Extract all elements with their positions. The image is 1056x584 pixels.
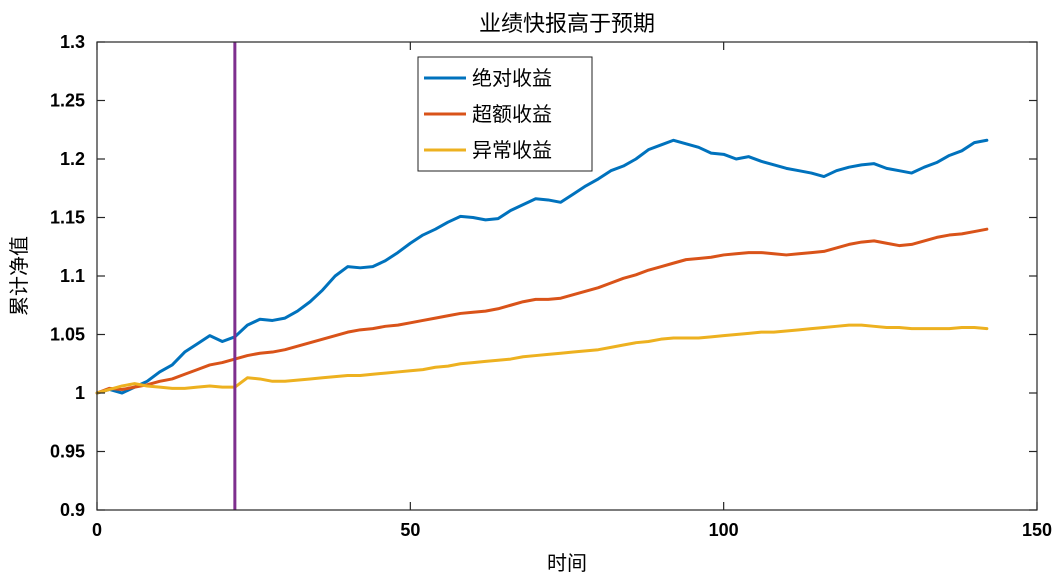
y-tick-label: 1.05 xyxy=(50,325,85,345)
axis-layer: 0 50 100 150 0.9 0.95 1 1.05 1.1 1.15 1.2 1.25 1.3 xyxy=(50,32,1052,540)
x-tick-label: 0 xyxy=(92,520,102,540)
series-line-2 xyxy=(95,323,989,395)
y-axis-label: 累计净值 xyxy=(7,236,31,316)
y-tick-label: 1.15 xyxy=(50,208,85,228)
series-layer xyxy=(95,138,989,395)
y-tick-label: 1 xyxy=(75,383,85,403)
legend: 绝对收益 超额收益 异常收益 xyxy=(417,56,593,172)
legend-label-abnormal: 异常收益 xyxy=(472,138,552,162)
y-tick-label: 0.9 xyxy=(60,500,85,520)
x-axis-label: 时间 xyxy=(547,551,587,575)
x-tick-label: 100 xyxy=(709,520,739,540)
y-tick-label: 1.1 xyxy=(60,266,85,286)
x-tick-label: 50 xyxy=(400,520,420,540)
legend-label-excess: 超额收益 xyxy=(472,102,552,126)
y-tick-label: 1.3 xyxy=(60,32,85,52)
y-tick-label: 0.95 xyxy=(50,442,85,462)
chart-title: 业绩快报高于预期 xyxy=(479,12,655,37)
legend-label-absolute: 绝对收益 xyxy=(472,66,552,90)
y-tick-label: 1.25 xyxy=(50,91,85,111)
series-line-1 xyxy=(95,227,989,395)
series-line-0 xyxy=(95,138,989,395)
x-tick-label: 150 xyxy=(1022,520,1052,540)
y-tick-label: 1.2 xyxy=(60,149,85,169)
